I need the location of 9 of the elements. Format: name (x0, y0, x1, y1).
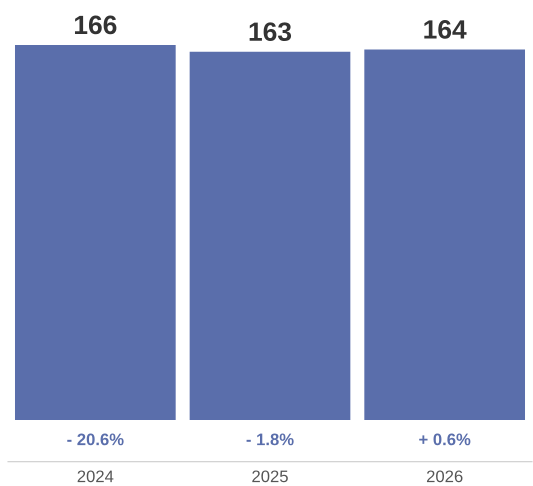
data-label: 163 (250, 22, 292, 42)
data-label: 164 (424, 20, 467, 39)
data-label: 166 (74, 16, 116, 34)
x-tick-label: 2024 (78, 470, 114, 482)
x-tick-label: 2026 (426, 470, 462, 482)
x-tick-label: 2025 (252, 470, 288, 482)
text: + 0.6% (419, 434, 470, 446)
text: - 20.6% (67, 434, 124, 446)
text: - 1.8% (246, 434, 294, 446)
